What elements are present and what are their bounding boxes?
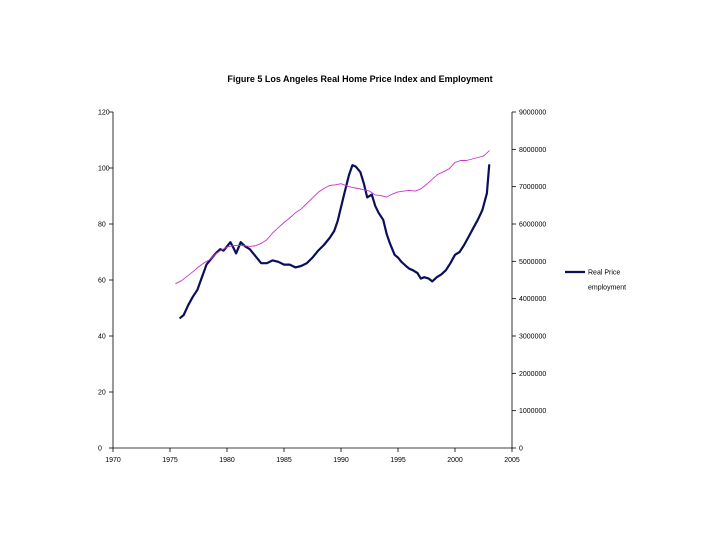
right-y-tick-label: 9000000: [519, 110, 546, 117]
x-tick-label: 1980: [219, 457, 235, 464]
right-y-tick-label: 0: [519, 446, 523, 453]
left-y-tick-label: 20: [98, 390, 106, 397]
legend: Real Price employment: [565, 270, 626, 292]
x-tick-label: 1970: [105, 457, 121, 464]
right-y-tick-label: 8000000: [519, 147, 546, 154]
left-y-tick-label: 100: [98, 166, 110, 173]
left-y-tick-label: 80: [98, 222, 106, 229]
left-y-tick-label: 0: [98, 446, 102, 453]
right-y-tick-label: 5000000: [519, 259, 546, 266]
legend-label-1: employment: [588, 285, 626, 292]
left-y-tick-label: 60: [98, 278, 106, 285]
right-y-tick-label: 6000000: [519, 222, 546, 229]
x-tick-label: 1995: [390, 457, 406, 464]
x-tick-label: 2000: [447, 457, 463, 464]
x-tick-label: 1990: [333, 457, 349, 464]
series-line-real-price: [179, 164, 491, 319]
series-line-employment: [175, 150, 490, 285]
right-y-tick-label: 3000000: [519, 334, 546, 341]
left-y-axis-ticks: 0 20 40 60 80 100 120: [98, 110, 113, 453]
x-tick-label: 2005: [504, 457, 520, 464]
chart-title: Figure 5 Los Angeles Real Home Price Ind…: [227, 74, 492, 84]
left-y-tick-label: 120: [98, 110, 110, 117]
series-layer: [175, 150, 491, 319]
right-y-tick-label: 4000000: [519, 296, 546, 303]
right-y-axis-ticks: 0 1000000 2000000 3000000 4000000 5000000 6000…: [512, 110, 546, 453]
x-tick-label: 1975: [162, 457, 178, 464]
right-y-tick-label: 2000000: [519, 371, 546, 378]
legend-swatch-1: [565, 286, 585, 288]
left-y-tick-label: 40: [98, 334, 106, 341]
legend-label-0: Real Price: [588, 270, 620, 277]
right-y-tick-label: 7000000: [519, 184, 546, 191]
right-y-tick-label: 1000000: [519, 408, 546, 415]
x-tick-label: 1985: [276, 457, 292, 464]
x-axis-ticks: 1970 1975 1980 1985 1990 1995 2000 2005: [105, 448, 520, 464]
